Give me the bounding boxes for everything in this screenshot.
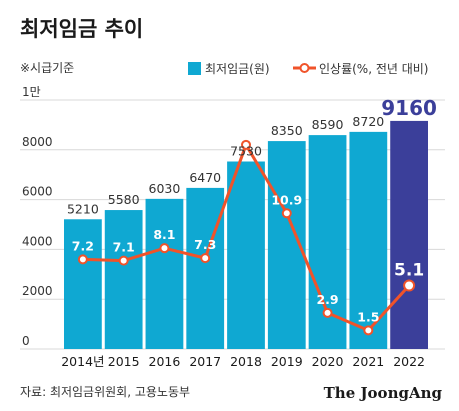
x-tick-label: 2019: [271, 354, 303, 369]
bar-value-label: 5210: [67, 201, 99, 216]
bar-value-label: 5580: [108, 192, 140, 207]
bar: [186, 187, 225, 349]
y-tick-label: 2000: [22, 284, 53, 298]
rate-value-label: 2.9: [316, 292, 338, 307]
rate-point: [118, 255, 129, 266]
bar-value-label: 8720: [352, 114, 384, 129]
bar: [227, 161, 265, 349]
x-tick-label: 2020: [312, 354, 344, 369]
rate-point: [77, 254, 88, 265]
x-tick-label: 2014년: [61, 354, 104, 369]
legend-line-marker: [299, 63, 310, 73]
rate-point: [322, 307, 333, 318]
rate-value-label: 7.2: [72, 238, 94, 253]
source-note: 자료: 최저임금위원회, 고용노동부: [20, 385, 190, 399]
y-tick-label: 6000: [22, 185, 53, 199]
legend: 최저임금(원) 인상률(%, 전년 대비): [188, 62, 429, 76]
bar-value-label: 7530: [230, 144, 262, 159]
bar-value-label: 8350: [271, 123, 303, 138]
bar-value-label: 9160: [381, 96, 437, 120]
rate-value-label: 8.1: [153, 227, 175, 242]
legend-bar-swatch: [188, 62, 201, 75]
bar: [145, 198, 184, 349]
y-tick-label: 4000: [22, 234, 53, 248]
x-tick-label: 2015: [108, 354, 140, 369]
rate-value-label: 1.5: [357, 309, 379, 324]
x-tick-label: 2016: [149, 354, 181, 369]
y-tick-label: 0: [22, 334, 30, 348]
x-tick-label: 2017: [189, 354, 221, 369]
legend-line-label: 인상률(%, 전년 대비): [319, 62, 429, 76]
line-layer: [77, 139, 416, 336]
bar: [349, 131, 388, 349]
y-tick-label: 1만: [22, 85, 41, 99]
x-tick-label: 2021: [352, 354, 384, 369]
x-tick-label: 2018: [230, 354, 262, 369]
bar-value-label: 8590: [312, 117, 344, 132]
rate-value-label: 5.1: [394, 261, 424, 281]
rate-value-label: 7.3: [194, 237, 216, 252]
chart-title: 최저임금 추이: [20, 17, 143, 41]
bar: [104, 210, 143, 349]
bar-value-label: 6470: [189, 170, 221, 185]
rate-point: [241, 139, 251, 150]
rate-point: [363, 325, 374, 336]
x-axis: 2014년 2015 2016 2017 2018 2019 2020 2021 2022: [61, 354, 425, 369]
chart-note: ※시급기준: [20, 61, 74, 75]
rate-value-label: 10.9: [271, 192, 302, 207]
rate-point: [159, 243, 170, 254]
x-tick-label: 2022: [393, 354, 425, 369]
rate-point: [200, 253, 211, 264]
brand-logo: The JoongAng: [324, 384, 443, 402]
bar-value-label: 6030: [149, 181, 181, 196]
bar: [390, 120, 428, 349]
bar: [64, 219, 102, 349]
bar-layer: [64, 120, 428, 349]
rate-value-label: 7.1: [113, 240, 135, 255]
legend-bar-label: 최저임금(원): [205, 62, 270, 76]
rate-point: [403, 279, 416, 292]
y-tick-label: 8000: [22, 135, 53, 149]
rate-value-label: 16.4: [231, 124, 262, 139]
rate-point: [281, 208, 292, 219]
